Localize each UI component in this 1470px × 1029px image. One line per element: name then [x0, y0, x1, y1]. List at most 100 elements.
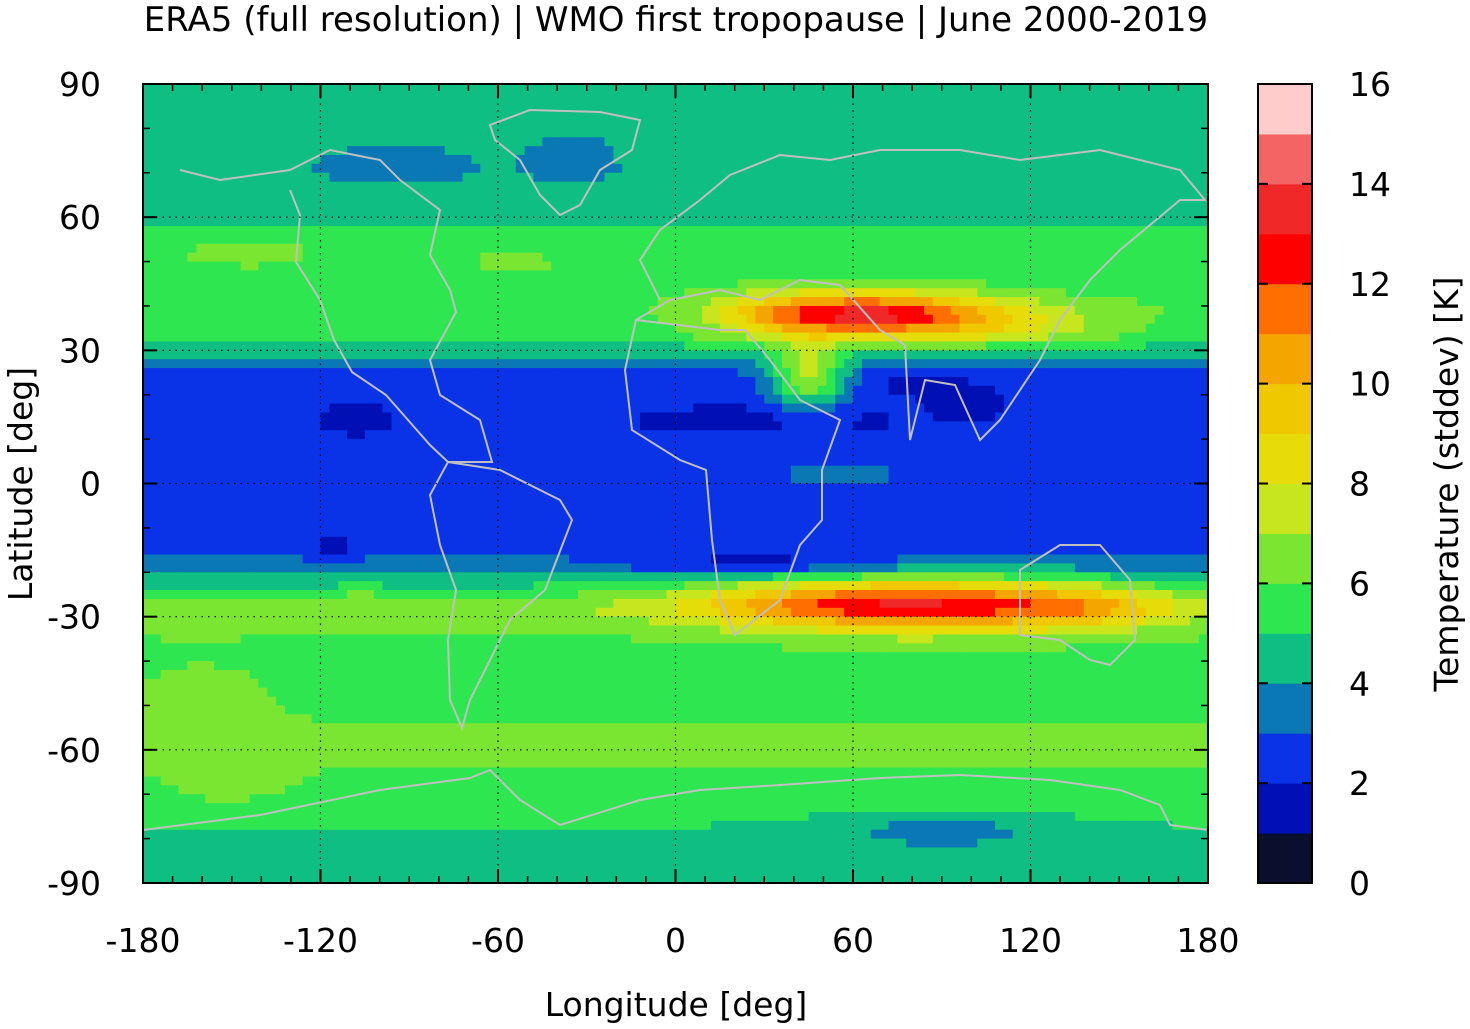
- heatmap-cell: [915, 208, 925, 218]
- heatmap-cell: [906, 297, 916, 307]
- heatmap-cell: [977, 243, 987, 254]
- heatmap-cell: [1092, 128, 1103, 138]
- heatmap-cell: [471, 190, 481, 201]
- heatmap-cell: [1074, 101, 1085, 112]
- heatmap-cell: [214, 288, 224, 298]
- heatmap-cell: [604, 181, 614, 192]
- heatmap-cell: [941, 439, 952, 449]
- heatmap-cell: [364, 226, 375, 236]
- heatmap-cell: [231, 261, 242, 272]
- heatmap-cell: [1074, 252, 1085, 263]
- heatmap-cell: [764, 190, 774, 201]
- heatmap-cell: [1137, 128, 1147, 138]
- heatmap-cell: [506, 430, 517, 440]
- heatmap-cell: [435, 368, 446, 378]
- heatmap-cell: [1190, 155, 1200, 165]
- heatmap-cell: [533, 137, 543, 147]
- heatmap-cell: [444, 172, 455, 183]
- heatmap-cell: [870, 421, 881, 431]
- heatmap-cell: [240, 181, 251, 192]
- heatmap-cell: [356, 305, 366, 316]
- heatmap-cell: [1101, 190, 1111, 201]
- heatmap-cell: [418, 350, 428, 360]
- heatmap-cell: [613, 172, 623, 183]
- heatmap-cell: [737, 137, 748, 147]
- heatmap-cell: [1119, 252, 1129, 263]
- heatmap-cell: [356, 439, 366, 449]
- heatmap-cell: [524, 341, 535, 351]
- heatmap-cell: [959, 403, 969, 414]
- heatmap-cell: [782, 368, 792, 378]
- heatmap-cell: [1039, 394, 1049, 405]
- heatmap-cell: [462, 412, 472, 422]
- heatmap-cell: [373, 270, 384, 280]
- heatmap-cell: [240, 305, 251, 316]
- heatmap-cell: [1163, 421, 1174, 431]
- heatmap-cell: [702, 297, 712, 307]
- heatmap-cell: [569, 137, 579, 147]
- heatmap-cell: [356, 128, 366, 138]
- heatmap-cell: [968, 376, 978, 387]
- heatmap-cell: [1057, 110, 1067, 121]
- heatmap-cell: [214, 190, 224, 201]
- heatmap-cell: [835, 439, 845, 449]
- heatmap-cell: [524, 226, 535, 236]
- heatmap-cell: [631, 288, 641, 298]
- heatmap-cell: [1074, 172, 1085, 183]
- heatmap-cell: [347, 252, 357, 263]
- heatmap-cell: [1048, 439, 1058, 449]
- heatmap-cell: [205, 261, 215, 272]
- heatmap-cell: [391, 323, 401, 334]
- heatmap-cell: [879, 84, 890, 94]
- heatmap-cell: [1030, 146, 1040, 156]
- heatmap-cell: [169, 421, 180, 431]
- heatmap-cell: [151, 110, 162, 121]
- heatmap-cell: [577, 208, 588, 218]
- heatmap-cell: [853, 279, 863, 289]
- heatmap-cell: [1021, 297, 1032, 307]
- heatmap-cell: [604, 208, 614, 218]
- heatmap-cell: [986, 403, 996, 414]
- heatmap-cell: [711, 297, 721, 307]
- heatmap-cell: [302, 447, 313, 458]
- heatmap-cell: [773, 92, 783, 103]
- heatmap-cell: [1199, 84, 1209, 94]
- heatmap-cell: [666, 270, 677, 280]
- heatmap-cell: [560, 181, 570, 192]
- heatmap-cell: [1154, 270, 1165, 280]
- heatmap-cell: [569, 261, 579, 272]
- heatmap-cell: [338, 376, 348, 387]
- heatmap-cell: [959, 332, 969, 343]
- heatmap-cell: [489, 394, 499, 405]
- heatmap-cell: [755, 92, 765, 103]
- heatmap-cell: [995, 385, 1005, 396]
- heatmap-cell: [240, 137, 251, 147]
- heatmap-cell: [338, 288, 348, 298]
- heatmap-cell: [435, 252, 446, 263]
- heatmap-cell: [1003, 439, 1014, 449]
- heatmap-cell: [1012, 412, 1023, 422]
- heatmap-cell: [631, 155, 641, 165]
- heatmap-cell: [178, 279, 188, 289]
- heatmap-cell: [258, 385, 268, 396]
- heatmap-cell: [1110, 394, 1120, 405]
- heatmap-cell: [1163, 128, 1174, 138]
- heatmap-cell: [143, 279, 153, 289]
- heatmap-cell: [427, 447, 437, 458]
- heatmap-cell: [702, 119, 712, 129]
- heatmap-cell: [222, 323, 233, 334]
- heatmap-cell: [506, 412, 517, 422]
- heatmap-cell: [950, 270, 961, 280]
- heatmap-cell: [1163, 279, 1174, 289]
- heatmap-cell: [684, 412, 694, 422]
- heatmap-cell: [604, 101, 614, 112]
- heatmap-cell: [968, 163, 978, 174]
- heatmap-cell: [1101, 332, 1111, 343]
- heatmap-cell: [790, 385, 801, 396]
- heatmap-cell: [977, 101, 987, 112]
- heatmap-cell: [995, 332, 1005, 343]
- heatmap-cell: [187, 92, 197, 103]
- heatmap-cell: [1145, 376, 1156, 387]
- heatmap-cell: [506, 447, 517, 458]
- heatmap-cell: [897, 359, 907, 369]
